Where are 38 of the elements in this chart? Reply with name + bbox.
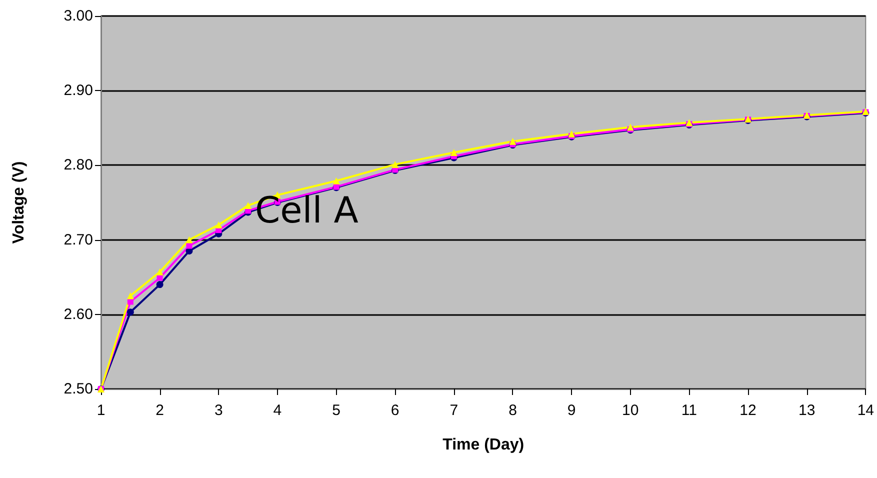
point [126, 292, 134, 300]
y-tick-label: 2.70 [64, 231, 93, 248]
x-tick-label: 2 [156, 402, 164, 419]
x-tick-label: 9 [567, 402, 576, 419]
point [156, 268, 164, 276]
point [568, 130, 576, 138]
point [186, 242, 192, 249]
y-tick-label: 2.60 [64, 306, 93, 323]
point [215, 221, 222, 228]
annotation: Cell A [255, 190, 359, 232]
point [156, 274, 163, 281]
point [332, 177, 340, 184]
y-tick-label: 2.90 [64, 82, 93, 100]
x-axis-title: Time (Day) [442, 436, 524, 454]
point [450, 149, 458, 156]
point [186, 236, 193, 244]
y-tick-label: 2.50 [64, 380, 93, 398]
x-tick-label: 3 [214, 402, 223, 419]
y-axis-title: Voltage (V) [10, 161, 28, 244]
x-tick-label: 11 [681, 402, 697, 419]
point [244, 202, 252, 209]
x-tick-label: 4 [273, 402, 282, 419]
x-tick-label: 12 [740, 402, 756, 419]
point [156, 281, 164, 288]
point [392, 160, 399, 168]
x-tick-label: 14 [857, 402, 874, 419]
x-tick-label: 10 [622, 402, 639, 419]
point [626, 124, 634, 131]
x-tick-label: 1 [96, 402, 106, 419]
y-tick-label: 2.80 [64, 156, 93, 174]
point [509, 138, 516, 145]
x-tick-label: 5 [332, 402, 340, 419]
x-tick-label: 13 [798, 402, 816, 419]
y-tick-label: 3.00 [64, 8, 93, 24]
point [126, 308, 134, 316]
x-tick-label: 7 [450, 402, 458, 419]
x-tick-label: 8 [508, 402, 517, 419]
x-tick-label: 6 [390, 402, 400, 419]
